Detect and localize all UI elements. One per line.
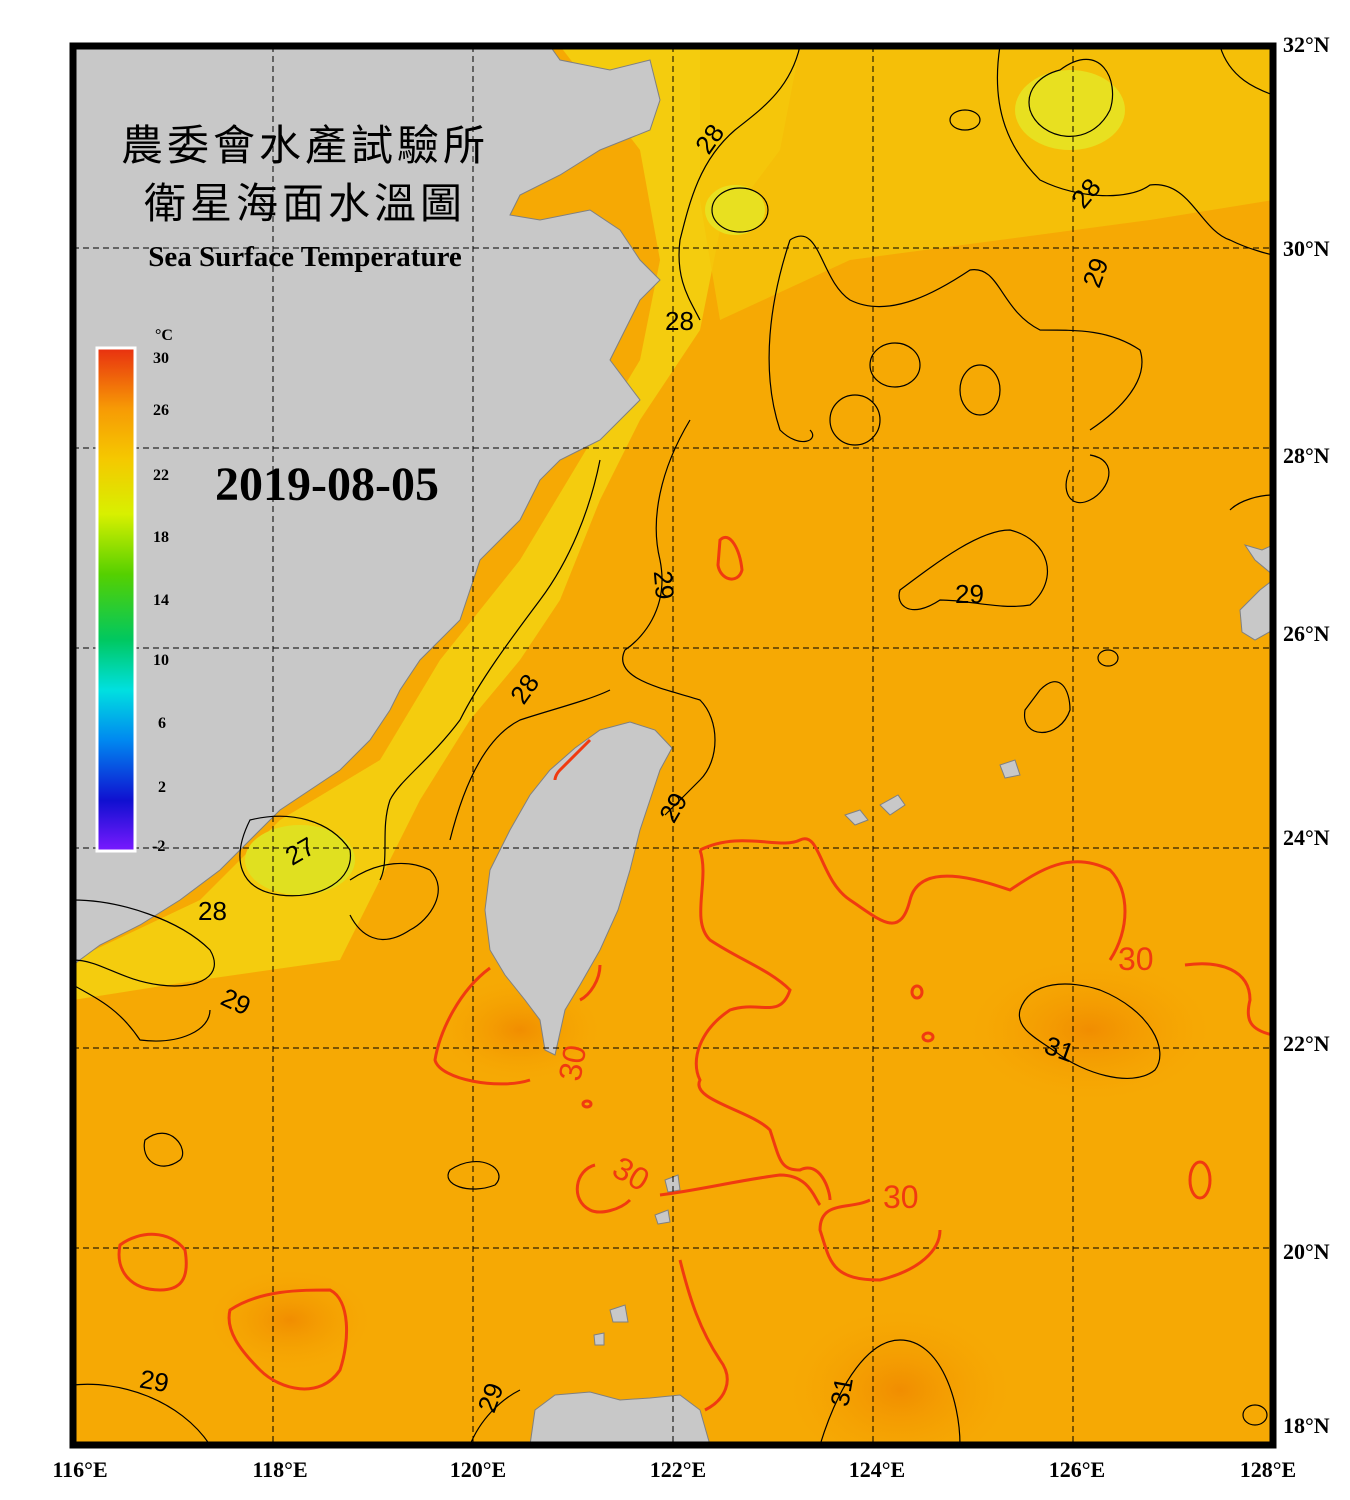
lon-label: 124°E [849,1457,905,1482]
longitude-labels: 116°E 118°E 120°E 122°E 124°E 126°E 128°… [52,1457,1296,1482]
iso-label-black: 28 [665,306,694,336]
title-zh-line1: 農委會水產試驗所 [121,121,489,170]
map-field: 28 28 29 28 29 29 28 27 28 29 29 29 31 3… [73,46,1273,1445]
cool-patch-zhoushan [705,185,765,235]
cool-offshore [700,46,1273,320]
iso-label-black: 28 [198,896,227,926]
graticule [73,46,1273,1445]
lat-label: 24°N [1283,825,1330,850]
colorbar-tick: -2 [152,838,165,855]
colorbar-tick: 14 [153,592,169,609]
lon-label: 118°E [252,1457,307,1482]
iso-label-red: 30 [1118,941,1154,977]
iso-label-black: 29 [648,569,680,600]
colorbar-tick: 22 [153,467,169,484]
warm-patch-1 [970,960,1210,1100]
map-frame [69,42,1277,1449]
iso-label-red: 30 [883,1179,919,1215]
cool-patch-north [1015,70,1125,150]
latitude-labels: 32°N 30°N 28°N 26°N 24°N 22°N 20°N 18°N [1283,32,1330,1438]
colorbar-gradient [95,346,137,853]
colorbar: °C 30 26 22 18 14 10 6 2 -2 [95,327,173,855]
taiwan-island [484,721,673,1056]
lat-label: 18°N [1283,1413,1330,1438]
date-label: 2019-08-05 [215,458,439,511]
title-english: Sea Surface Temperature [148,241,462,273]
iso-label-black: 29 [137,1364,171,1399]
red-isotherms [117,536,1273,1426]
lon-label: 120°E [450,1457,506,1482]
iso-label-black: 31 [824,1375,859,1409]
colorbar-tick: 18 [153,529,169,546]
colorbar-tick: 26 [153,402,169,419]
colorbar-tick: 30 [153,350,169,367]
colorbar-tick: 6 [158,715,166,732]
lat-label: 20°N [1283,1239,1330,1264]
iso-label-red: 30 [552,1042,594,1083]
warm-patch-2 [790,1310,1010,1445]
iso-label-black: 29 [955,579,984,609]
lat-label: 26°N [1283,621,1330,646]
colorbar-tick: 2 [158,779,166,796]
penghu-islands [593,1174,681,1346]
lon-label: 116°E [52,1457,107,1482]
black-isotherms [73,46,1273,1445]
lat-label: 32°N [1283,32,1330,57]
warm-patch-3 [210,1270,370,1370]
lat-label: 22°N [1283,1031,1330,1056]
title-zh-line2: 衛星海面水溫圖 [144,179,466,228]
china-mainland [73,46,661,966]
lon-label: 122°E [650,1457,706,1482]
lon-label: 128°E [1240,1457,1296,1482]
colorbar-unit: °C [155,327,173,344]
luzon-island [529,1391,711,1445]
lon-label: 126°E [1049,1457,1105,1482]
ryukyu-islands [844,544,1273,826]
colorbar-tick: 10 [153,652,169,669]
lat-label: 30°N [1283,236,1330,261]
lat-label: 28°N [1283,443,1330,468]
